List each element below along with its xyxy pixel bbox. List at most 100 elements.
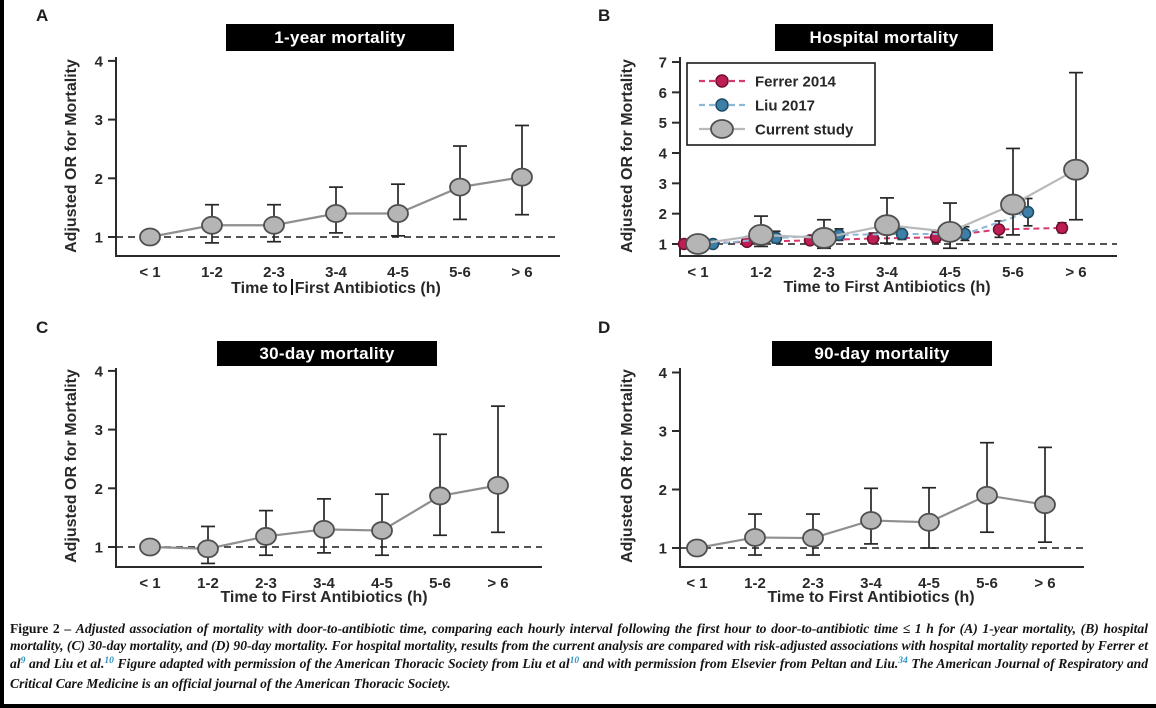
data-point-marker — [263, 215, 285, 235]
caption-segment: and with permission from Elsevier from P… — [579, 655, 899, 671]
data-point-marker — [487, 475, 509, 495]
panel-b-letter: B — [598, 6, 611, 25]
x-tick-label: > 6 — [487, 575, 508, 592]
y-tick-label: 3 — [95, 112, 103, 129]
panel-d-title-text: 90-day mortality — [814, 343, 950, 363]
data-point-marker — [685, 233, 711, 255]
x-tick-label: 4-5 — [918, 575, 940, 592]
data-point-marker — [1000, 193, 1026, 216]
data-point-marker — [1034, 495, 1056, 515]
data-point-marker — [895, 227, 909, 241]
panel-b-x-axis-label: Time to First Antibiotics (h) — [783, 279, 991, 296]
panel-a: A 1-year mortality Adjusted OR for Morta… — [4, 0, 582, 308]
data-point-marker — [874, 214, 900, 237]
data-point-marker — [511, 167, 533, 187]
y-tick-label: 4 — [95, 363, 104, 380]
y-tick-label: 4 — [95, 53, 104, 70]
x-tick-label: < 1 — [139, 575, 160, 592]
panel-c-plot: 1 2 3 4 < 1 1-2 2-3 3-4 4-5 5-6 > 6 — [95, 363, 542, 592]
page-border-bottom — [0, 704, 1156, 708]
x-tick-label: < 1 — [687, 264, 708, 281]
x-tick-label: 4-5 — [387, 264, 409, 281]
page-border-left — [0, 0, 4, 708]
panel-a-plot: 1 2 3 4 < 1 1-2 2-3 3-4 4-5 5-6 > 6 — [95, 53, 560, 281]
y-tick-label: 2 — [659, 206, 667, 223]
x-tick-label: 1-2 — [197, 575, 219, 592]
x-tick-label: < 1 — [139, 264, 160, 281]
y-tick-label: 3 — [659, 424, 667, 441]
x-tick-label: 3-4 — [876, 264, 898, 281]
data-point-marker — [918, 512, 940, 532]
x-tick-label: 5-6 — [976, 575, 998, 592]
data-point-marker — [449, 177, 471, 197]
text-cursor-artifact — [290, 279, 293, 295]
panel-d-x-axis-label: Time to First Antibiotics (h) — [767, 589, 975, 606]
x-tick-label: 5-6 — [449, 264, 471, 281]
data-point-marker — [802, 528, 824, 548]
x-tick-label: > 6 — [1034, 575, 1055, 592]
y-tick-label: 1 — [95, 230, 103, 247]
data-point-marker — [811, 227, 837, 249]
panel-a-title: 1-year mortality — [226, 24, 454, 51]
x-tick-label: 5-6 — [1002, 264, 1024, 281]
y-tick-label: 4 — [659, 365, 668, 382]
panel-d-plot: 1 2 3 4 < 1 1-2 2-3 3-4 4-5 5-6 > 6 — [659, 365, 1084, 592]
y-tick-label: 5 — [659, 115, 667, 132]
y-tick-label: 2 — [95, 481, 103, 498]
x-tick-label: 2-3 — [813, 264, 835, 281]
y-tick-label: 3 — [659, 176, 667, 193]
y-tick-label: 2 — [95, 171, 103, 188]
caption-segment: Adjusted association of mortality with d… — [10, 621, 1148, 671]
y-tick-label: 4 — [659, 146, 668, 163]
panel-a-title-text: 1-year mortality — [274, 27, 406, 47]
legend-marker — [715, 98, 729, 112]
reference-superscript: 9 — [20, 655, 26, 666]
panel-b-plot: 1 2 3 4 5 6 7 < 1 1-2 2-3 3-4 4-5 5-6 > 6 Ferrer 2014 L… — [659, 55, 1117, 281]
panel-b-title-text: Hospital mortality — [809, 27, 959, 47]
data-point-marker — [976, 485, 998, 505]
data-point-marker — [139, 227, 161, 247]
x-tick-label: 5-6 — [429, 575, 451, 592]
x-tick-label: < 1 — [686, 575, 707, 592]
caption-segment: and Liu et al. — [25, 655, 105, 671]
y-tick-label: 3 — [95, 422, 103, 439]
legend-label: Ferrer 2014 — [755, 74, 837, 91]
data-point-marker — [1055, 221, 1069, 235]
data-point-marker — [139, 537, 161, 557]
data-point-marker — [325, 204, 347, 223]
data-point-marker — [686, 538, 708, 558]
y-tick-label: 6 — [659, 85, 667, 102]
caption-segment: Figure 2 – — [10, 621, 76, 636]
reference-superscript: 10 — [104, 655, 114, 666]
x-tick-label: 4-5 — [371, 575, 393, 592]
x-tick-label: > 6 — [1065, 264, 1086, 281]
x-tick-label: 2-3 — [802, 575, 824, 592]
y-tick-label: 1 — [659, 541, 667, 558]
panel-c-title: 30-day mortality — [217, 341, 437, 366]
data-point-marker — [197, 539, 219, 559]
panel-c: C 30-day mortality Adjusted OR for Morta… — [4, 310, 582, 618]
data-point-marker — [201, 215, 223, 235]
reference-superscript: 34 — [898, 655, 908, 666]
x-tick-label: 3-4 — [325, 264, 347, 281]
x-tick-label: 2-3 — [255, 575, 277, 592]
x-tick-label: 1-2 — [201, 264, 223, 281]
x-tick-label: 2-3 — [263, 264, 285, 281]
data-point-marker — [313, 519, 335, 539]
panel-c-x-axis-label: Time to First Antibiotics (h) — [220, 589, 428, 606]
data-point-marker — [371, 521, 393, 540]
panel-d: D 90-day mortality Adjusted OR for Morta… — [578, 310, 1156, 618]
panel-d-title: 90-day mortality — [772, 341, 992, 366]
y-tick-label: 1 — [95, 540, 103, 557]
panel-b: B Hospital mortality Adjusted OR for Mor… — [578, 0, 1156, 308]
data-point-marker — [1063, 158, 1089, 181]
panel-d-letter: D — [598, 318, 611, 337]
x-tick-label: 3-4 — [313, 575, 335, 592]
panel-b-title: Hospital mortality — [775, 24, 993, 51]
legend-label: Current study — [755, 122, 854, 139]
y-tick-label: 2 — [659, 482, 667, 499]
figure-caption: Figure 2 – Adjusted association of morta… — [10, 620, 1148, 692]
y-tick-label: 1 — [659, 237, 667, 254]
x-axis-label-part-2: First Antibiotics (h) — [294, 280, 441, 297]
